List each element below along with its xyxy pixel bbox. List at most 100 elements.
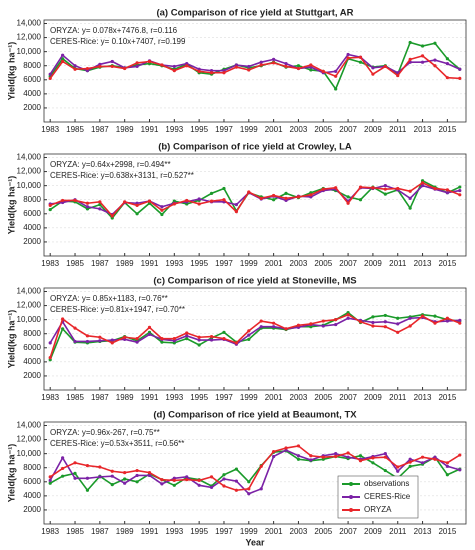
data-point <box>284 191 288 195</box>
data-point <box>371 320 375 325</box>
data-point <box>123 481 127 485</box>
data-point <box>147 471 152 475</box>
data-point <box>98 335 102 339</box>
legend-label: ORYZA <box>364 505 392 514</box>
x-tick-label: 2007 <box>339 259 357 268</box>
x-tick-label: 1983 <box>41 259 59 268</box>
data-point <box>458 67 462 71</box>
data-point <box>98 64 102 69</box>
data-point <box>209 334 214 339</box>
x-tick-label: 2003 <box>290 125 308 134</box>
data-point <box>408 196 412 200</box>
data-point <box>383 313 387 318</box>
y-tick-label: 12,000 <box>17 167 42 176</box>
y-tick-label: 2000 <box>23 505 41 514</box>
x-tick-label: 1987 <box>91 393 109 402</box>
data-point <box>209 475 214 479</box>
x-tick-label: 2009 <box>364 393 382 402</box>
data-point <box>321 319 325 323</box>
y-tick-label: 8000 <box>23 195 41 204</box>
data-point <box>259 325 263 329</box>
data-point <box>420 181 425 185</box>
data-point <box>259 487 263 491</box>
x-tick-label: 1989 <box>116 259 134 268</box>
data-point <box>110 59 114 64</box>
data-point <box>458 318 462 322</box>
data-point <box>408 464 412 468</box>
data-point <box>346 316 350 320</box>
data-point <box>85 66 90 71</box>
y-tick-label: 12,000 <box>17 435 42 444</box>
x-tick-label: 2015 <box>438 393 456 402</box>
x-tick-label: 1989 <box>116 527 134 536</box>
data-point <box>247 492 251 496</box>
data-point <box>61 198 65 203</box>
data-point <box>334 452 338 456</box>
data-point <box>346 451 350 455</box>
data-point <box>85 339 90 344</box>
data-point <box>222 198 226 202</box>
data-point <box>259 196 263 200</box>
data-point <box>321 324 325 328</box>
data-point <box>222 186 226 191</box>
x-tick-label: 2003 <box>290 259 308 268</box>
data-point <box>272 198 276 202</box>
data-point <box>458 453 462 457</box>
data-point <box>172 202 176 206</box>
data-point <box>334 87 338 91</box>
data-point <box>284 62 288 66</box>
x-tick-label: 2003 <box>290 393 308 402</box>
data-point <box>61 327 65 331</box>
data-point <box>85 464 90 468</box>
y-tick-label: 8000 <box>23 463 41 472</box>
data-point <box>420 455 425 459</box>
data-point <box>209 338 214 342</box>
x-tick-label: 1995 <box>190 393 208 402</box>
x-tick-label: 1993 <box>165 393 183 402</box>
data-point <box>135 61 139 65</box>
x-tick-label: 1993 <box>165 125 183 134</box>
data-point <box>259 63 263 67</box>
data-point <box>73 471 77 475</box>
y-tick-label: 10,000 <box>17 449 42 458</box>
data-point <box>396 73 400 78</box>
x-tick-label: 1987 <box>91 259 109 268</box>
x-tick-label: 1991 <box>141 259 159 268</box>
data-point <box>61 317 65 321</box>
data-point <box>222 473 226 477</box>
x-tick-label: 1993 <box>165 259 183 268</box>
data-point <box>371 186 375 190</box>
x-tick-label: 2007 <box>339 527 357 536</box>
data-point <box>371 324 375 328</box>
data-point <box>73 64 77 68</box>
data-point <box>309 454 313 458</box>
data-point <box>408 40 412 45</box>
data-point <box>433 457 437 461</box>
data-point <box>458 188 462 193</box>
data-point <box>334 318 338 322</box>
data-point <box>172 337 176 341</box>
data-point <box>383 192 387 196</box>
data-point <box>247 68 251 72</box>
data-point <box>458 76 462 80</box>
plot-frame <box>43 287 467 391</box>
x-tick-label: 2011 <box>389 393 407 402</box>
panel-title: (b) Comparison of rice yield at Crowley,… <box>158 142 352 153</box>
data-point <box>185 331 189 335</box>
y-tick-label: 4000 <box>23 89 41 98</box>
data-point <box>147 59 152 64</box>
data-point <box>98 200 102 204</box>
data-point <box>334 454 338 459</box>
x-tick-label: 1995 <box>190 259 208 268</box>
data-point <box>135 212 139 216</box>
data-point <box>98 339 102 343</box>
y-tick-label: 10,000 <box>17 47 42 56</box>
data-point <box>85 201 90 205</box>
data-point <box>309 68 313 72</box>
data-point <box>371 315 375 319</box>
data-point <box>371 461 375 465</box>
panel-title: (c) Comparison of rice yield at Stonevil… <box>153 276 356 287</box>
y-axis-label: Yield(kg ha⁻¹) <box>6 42 16 100</box>
data-point <box>85 488 90 492</box>
y-tick-label: 14,000 <box>17 421 42 430</box>
